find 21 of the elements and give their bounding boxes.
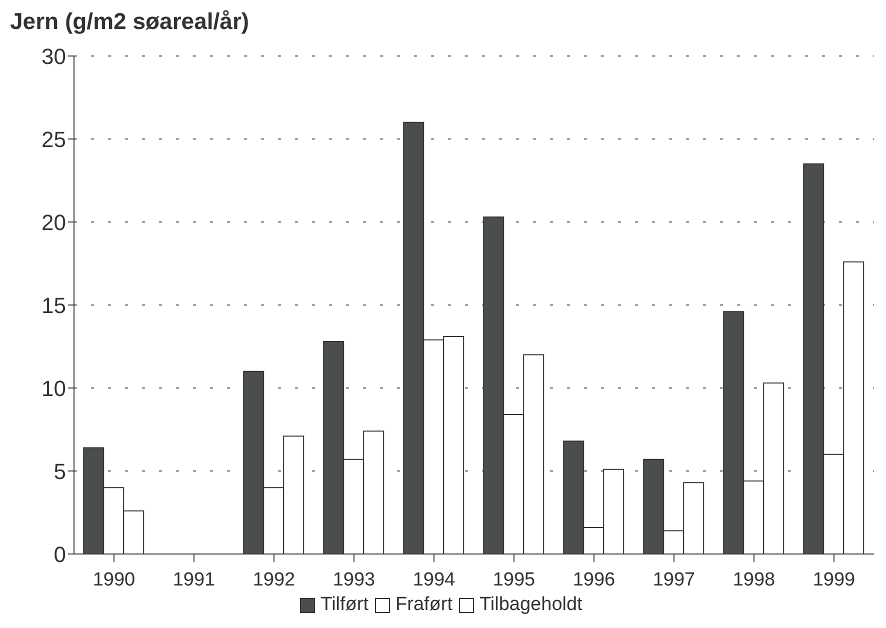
x-tick-label: 1999 (812, 569, 856, 590)
x-tick-label: 1994 (412, 569, 456, 590)
x-tick-label: 1995 (492, 569, 536, 590)
y-tick-label: 25 (42, 126, 66, 152)
legend-label: Fraført (394, 594, 453, 616)
y-tick-label: 0 (54, 542, 66, 567)
legend-label: Tilbageholdt (478, 594, 582, 616)
chart-title: Jern (g/m2 søareal/år) (10, 8, 250, 36)
x-tick-label: 1996 (572, 569, 616, 590)
y-tick-label: 5 (54, 458, 66, 484)
legend-label: Tilført (320, 594, 369, 616)
y-tick-label: 30 (42, 44, 66, 69)
x-tick-label: 1998 (732, 569, 776, 590)
x-tick-label: 1991 (172, 569, 216, 590)
x-tick-label: 1990 (92, 569, 136, 590)
y-tick-label: 20 (42, 210, 66, 235)
x-tick-label: 1993 (332, 569, 376, 590)
x-tick-label: 1997 (652, 569, 696, 590)
y-tick-label: 15 (42, 292, 66, 318)
x-tick-label: 1992 (252, 569, 296, 590)
y-tick-label: 10 (42, 376, 66, 401)
